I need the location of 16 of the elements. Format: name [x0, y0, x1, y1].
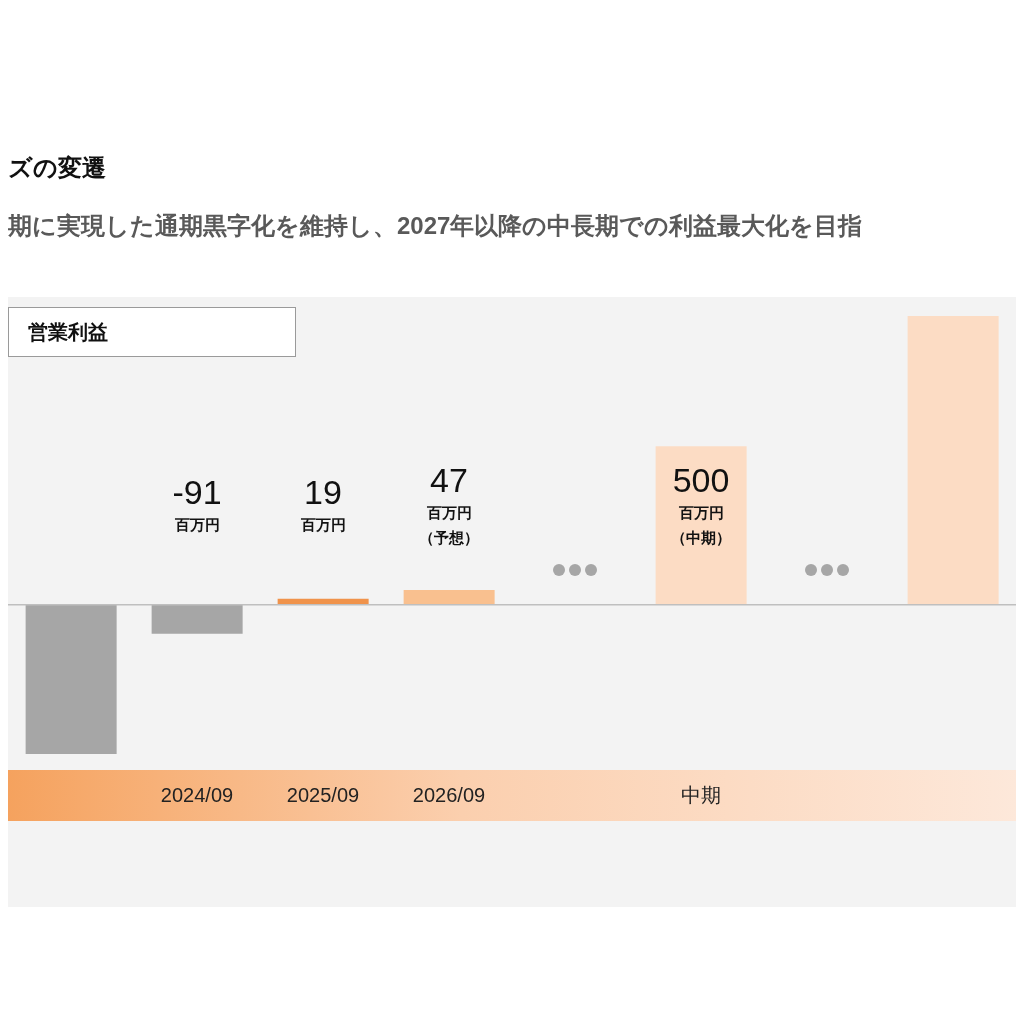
bar [907, 316, 999, 605]
data-label: 500 百万円（中期） [670, 459, 732, 548]
bar [25, 604, 117, 754]
bar [655, 446, 747, 605]
x-tick-label: 中期 [681, 784, 721, 806]
chart-title: ズの変遷 [8, 153, 106, 183]
data-label: 19 百万円 [299, 472, 347, 536]
x-tick-label: 2024/09 [160, 784, 234, 806]
x-tick-label: 2026/09 [412, 784, 486, 806]
bar [403, 589, 495, 605]
data-label: 47 百万円（予想） [418, 459, 480, 548]
x-tick-label: 2025/09 [286, 784, 360, 806]
y-axis-title: 営業利益 [28, 320, 108, 345]
bar [151, 604, 243, 634]
chart-subtitle: 期に実現した通期黒字化を維持し、2027年以降の中長期での利益最大化を目指 [8, 211, 863, 241]
data-label: -91 百万円 [171, 472, 223, 536]
